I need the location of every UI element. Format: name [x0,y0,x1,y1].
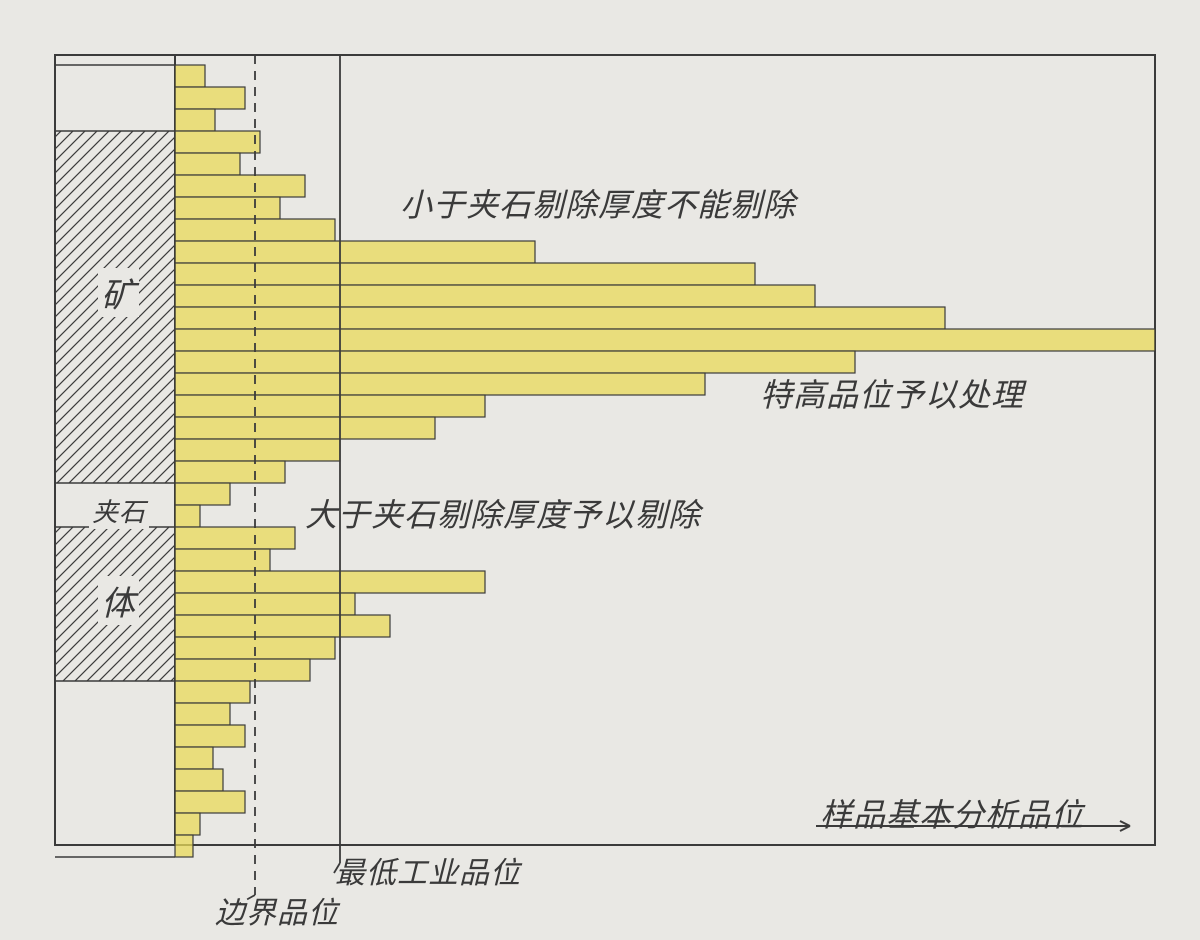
annotation-thin-gangue-keep: 小于夹石剔除厚度不能剔除 [400,180,796,226]
zone-label-gangue: 夹石 [89,492,149,529]
annotation-sample-grade-axis: 样品基本分析品位 [820,790,1084,836]
label-cutoff-grade: 边界品位 [215,888,339,932]
zone-label-ore-upper: 矿 [98,268,139,317]
diagram-stage: 小于夹石剔除厚度不能剔除 特高品位予以处理 大于夹石剔除厚度予以剔除 样品基本分… [0,0,1200,940]
label-industrial-grade: 最低工业品位 [335,848,521,892]
annotation-high-grade-handle: 特高品位予以处理 [760,370,1024,416]
zone-label-ore-lower: 体 [98,576,139,625]
annotation-thick-gangue-remove: 大于夹石剔除厚度予以剔除 [305,490,701,536]
